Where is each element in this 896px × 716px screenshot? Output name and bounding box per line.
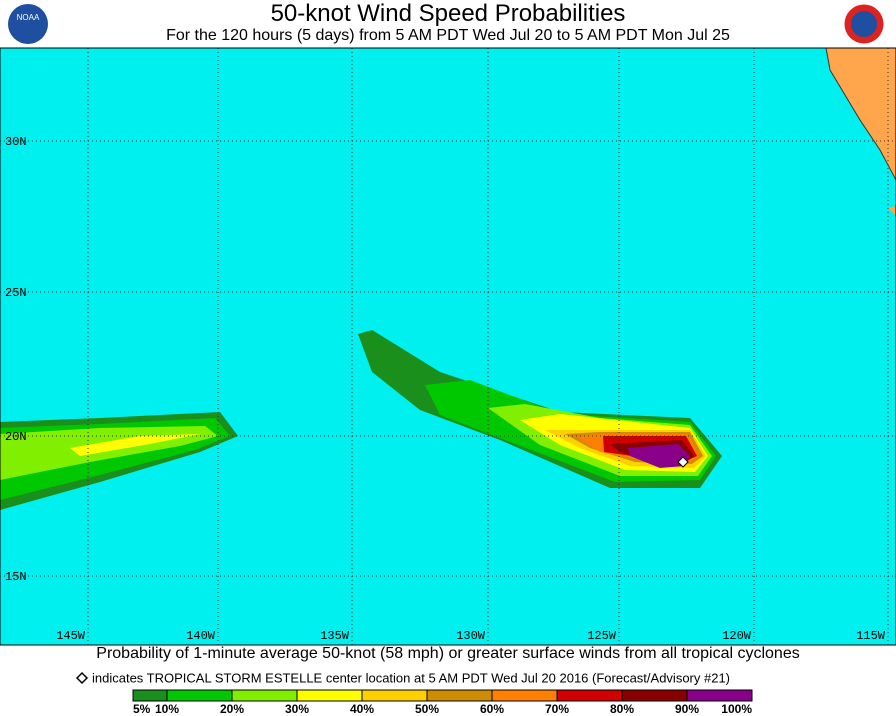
legend-label: 70% <box>545 702 569 716</box>
noaa-logo-text: NOAA <box>17 13 40 22</box>
legend-swatch <box>296 689 363 702</box>
grid: 30N 25N 20N 15N 145W 140W 135W 130W 125W 120W 115W <box>0 48 896 645</box>
legend-swatch <box>231 689 298 702</box>
lon-label: 120W <box>722 629 752 643</box>
legend-label: 40% <box>350 702 374 716</box>
storm-marker-icon <box>75 671 89 685</box>
legend-label: 80% <box>610 702 634 716</box>
legend-label: 30% <box>285 702 309 716</box>
legend-swatch <box>166 689 233 702</box>
lon-label: 135W <box>320 629 350 643</box>
lat-label: 30N <box>5 135 27 149</box>
nws-logo-inner <box>851 11 877 37</box>
lat-label: 25N <box>5 286 27 300</box>
legend-label: 5% <box>133 702 151 716</box>
legend-swatch <box>491 689 558 702</box>
swath <box>628 444 690 468</box>
legend-swatch <box>426 689 493 702</box>
land <box>888 206 896 216</box>
subtitle: For the 120 hours (5 days) from 5 AM PDT… <box>166 27 730 44</box>
legend-label: 50% <box>415 702 439 716</box>
noaa-logo <box>8 4 48 44</box>
swath <box>70 434 200 456</box>
lat-label: 20N <box>5 430 27 444</box>
lon-label: 115W <box>856 629 886 643</box>
legend-swatch <box>686 689 753 702</box>
legend-label: 90% <box>675 702 699 716</box>
lon-label: 130W <box>456 629 486 643</box>
legend-swatch <box>132 689 168 702</box>
map: 30N 25N 20N 15N 145W 140W 135W 130W 125W 120W 115W <box>0 47 896 646</box>
lon-label: 140W <box>186 629 216 643</box>
note: indicates TROPICAL STORM ESTELLE center … <box>92 670 730 685</box>
lat-label: 15N <box>5 570 27 584</box>
legend-label: 100% <box>721 702 752 716</box>
legend-label: 60% <box>480 702 504 716</box>
storm-marker <box>677 456 689 468</box>
lon-label: 125W <box>587 629 617 643</box>
legend-label: 10% <box>155 702 179 716</box>
ocean <box>0 48 896 645</box>
title: 50-knot Wind Speed Probabilities <box>271 0 626 27</box>
lon-label: 145W <box>56 629 86 643</box>
legend-swatch <box>556 689 623 702</box>
legend-swatch <box>621 689 688 702</box>
map-border <box>0 47 896 646</box>
legend-label: 20% <box>220 702 244 716</box>
land <box>825 47 896 181</box>
caption: Probability of 1-minute average 50-knot … <box>96 645 799 662</box>
legend: 5% 10% 20% 30% 40% 50% 60% 70% 80% 90% 100% <box>132 689 753 716</box>
legend-swatch <box>361 689 428 702</box>
